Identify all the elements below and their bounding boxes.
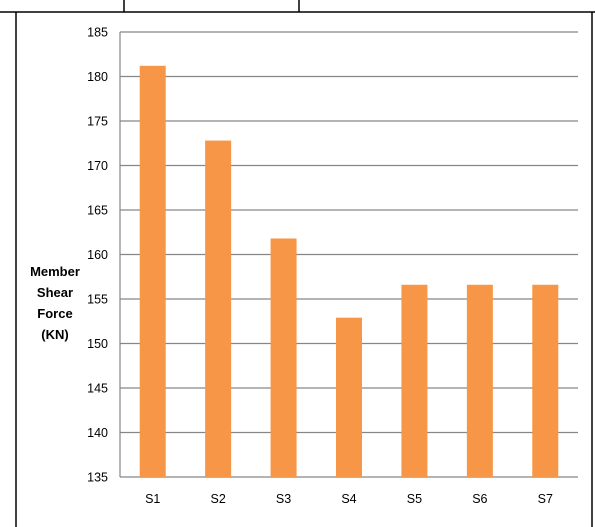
y-axis-label-line: Force <box>37 306 72 321</box>
y-tick-label: 185 <box>87 26 108 40</box>
y-tick-label: 160 <box>87 248 108 262</box>
y-tick-label: 145 <box>87 382 108 396</box>
bar-s1 <box>139 65 166 477</box>
y-tick-label: 170 <box>87 159 108 173</box>
x-tick-label: S2 <box>210 492 225 506</box>
bar-s7 <box>532 284 559 477</box>
bar-s5 <box>401 284 428 477</box>
bar-s3 <box>270 238 297 477</box>
x-tick-label: S7 <box>538 492 553 506</box>
y-axis-label-line: Shear <box>37 285 73 300</box>
y-axis-label: Member Shear Force (KN) <box>30 264 80 342</box>
x-tick-label: S1 <box>145 492 160 506</box>
y-axis-label-line: (KN) <box>41 327 68 342</box>
x-tick-label: S6 <box>472 492 487 506</box>
y-axis-label-line: Member <box>30 264 80 279</box>
y-tick-label: 150 <box>87 337 108 351</box>
x-tick-label: S5 <box>407 492 422 506</box>
y-tick-label: 135 <box>87 471 108 485</box>
x-tick-label: S4 <box>341 492 356 506</box>
y-tick-label: 165 <box>87 204 108 218</box>
bar-s2 <box>205 140 232 477</box>
y-tick-label: 175 <box>87 115 108 129</box>
bar-s6 <box>466 284 493 477</box>
y-tick-label: 140 <box>87 426 108 440</box>
y-tick-label: 180 <box>87 70 108 84</box>
x-tick-label: S3 <box>276 492 291 506</box>
y-tick-label: 155 <box>87 293 108 307</box>
bar-s4 <box>336 317 362 477</box>
